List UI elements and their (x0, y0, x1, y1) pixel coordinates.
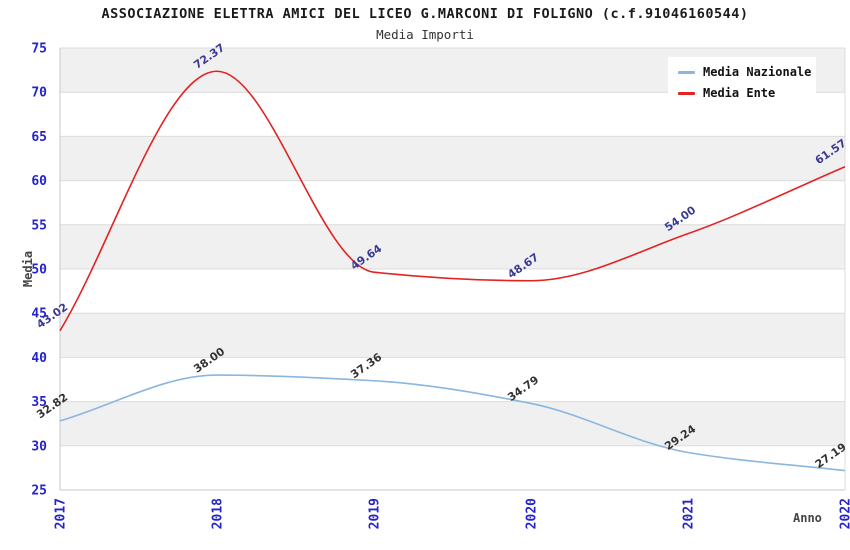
y-tick-label: 55 (31, 218, 47, 233)
chart-title: ASSOCIAZIONE ELETTRA AMICI DEL LICEO G.M… (101, 6, 749, 22)
x-tick-label: 2021 (682, 498, 697, 529)
media-nazionale-line-swatch (678, 70, 695, 74)
y-tick-label: 70 (31, 86, 47, 101)
y-tick-label: 75 (31, 42, 47, 57)
plot-band (60, 313, 845, 358)
y-tick-label: 35 (31, 395, 47, 410)
legend-label-media-ente: Media Ente (703, 86, 776, 100)
legend-item-media-ente[interactable]: Media Ente (678, 86, 806, 100)
series-line-1 (59, 70, 846, 332)
y-tick-label: 40 (31, 351, 47, 366)
x-axis-title: Anno (793, 511, 822, 525)
y-tick-label: 60 (31, 174, 47, 189)
plot-band (60, 224, 845, 269)
legend-label-media-nazionale: Media Nazionale (703, 65, 812, 79)
legend: Media Nazionale Media Ente (668, 57, 816, 108)
chart-subtitle: Media Importi (376, 27, 474, 42)
x-tick-label: 2019 (368, 498, 383, 529)
plot-band (60, 401, 845, 446)
x-tick-label: 2022 (839, 498, 850, 529)
media-ente-line-swatch (678, 91, 695, 95)
point-label: 34.79 (505, 373, 541, 404)
x-tick-label: 2020 (525, 498, 540, 529)
y-tick-label: 50 (31, 263, 47, 278)
plot-band (60, 136, 845, 181)
y-tick-label: 65 (31, 130, 47, 145)
x-tick-label: 2018 (211, 498, 226, 529)
series-line-0 (59, 374, 846, 472)
y-tick-label: 45 (31, 307, 47, 322)
y-tick-label: 30 (31, 439, 47, 454)
x-tick-label: 2017 (54, 498, 69, 529)
y-tick-label: 25 (31, 484, 47, 499)
legend-item-media-nazionale[interactable]: Media Nazionale (678, 65, 811, 79)
